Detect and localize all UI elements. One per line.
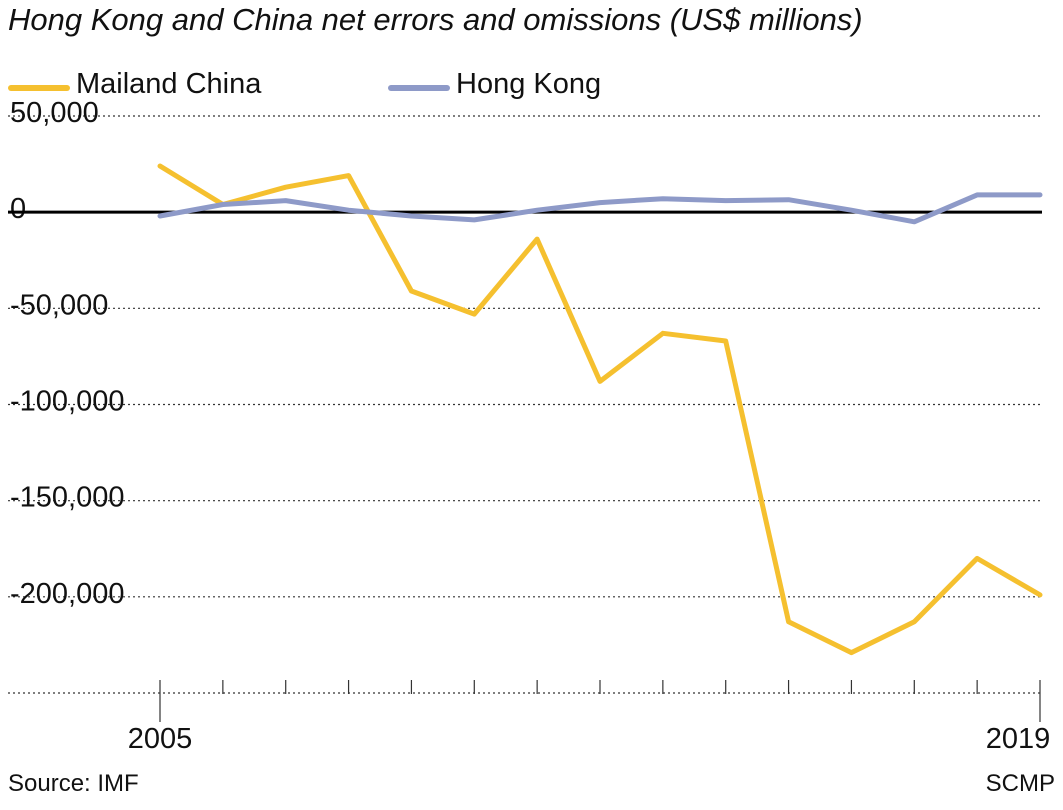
credit-note: SCMP: [985, 770, 1055, 797]
series-line-hong-kong: [157, 192, 1043, 225]
source-note: Source: IMF: [8, 770, 139, 797]
series-line-mainland-china: [157, 163, 1043, 656]
y-tick-label: -200,000: [10, 578, 125, 610]
legend-label-mainland-china: Mailand China: [76, 68, 262, 100]
x-tick-label: 2019: [986, 723, 1051, 755]
legend-swatch-hong-kong: [388, 85, 450, 91]
y-tick-label: -50,000: [10, 289, 108, 321]
legend-label-hong-kong: Hong Kong: [456, 68, 602, 100]
y-tick-label: -100,000: [10, 386, 125, 418]
y-tick-label: 0: [10, 193, 26, 225]
chart-title: Hong Kong and China net errors and omiss…: [8, 2, 863, 37]
y-tick-label: -150,000: [10, 482, 125, 514]
y-tick-label: 50,000: [10, 97, 99, 129]
x-tick-label: 2005: [128, 723, 193, 755]
legend-swatch-mainland-china: [8, 85, 70, 91]
